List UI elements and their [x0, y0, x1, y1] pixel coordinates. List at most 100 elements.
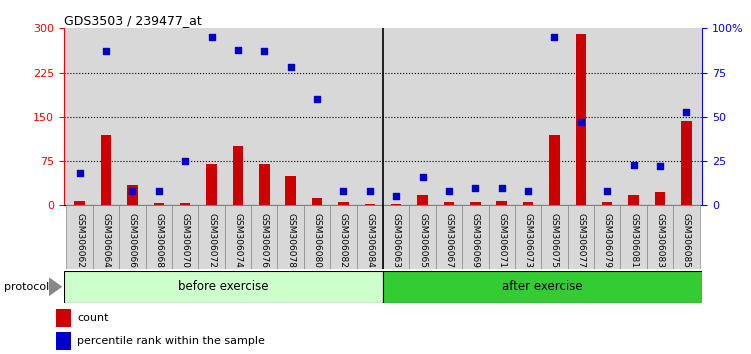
Bar [602, 202, 613, 205]
Bar [180, 203, 191, 205]
Point [602, 188, 614, 194]
Text: protocol: protocol [4, 282, 49, 292]
Text: GSM306081: GSM306081 [629, 213, 638, 268]
Text: GSM306077: GSM306077 [576, 213, 585, 268]
Bar [56, 332, 71, 350]
Text: GSM306067: GSM306067 [445, 213, 454, 268]
Bar [383, 205, 409, 269]
Text: GSM306062: GSM306062 [75, 213, 84, 268]
Point [443, 188, 455, 194]
Bar [681, 121, 692, 205]
Bar [418, 195, 428, 205]
Point [548, 34, 560, 40]
Bar [444, 202, 454, 205]
Point [232, 47, 244, 52]
Text: GSM306084: GSM306084 [365, 213, 374, 268]
Text: GSM306064: GSM306064 [101, 213, 110, 268]
Bar [549, 135, 559, 205]
Bar [127, 185, 137, 205]
Point [417, 174, 429, 180]
Bar [64, 271, 383, 303]
Text: GSM306068: GSM306068 [154, 213, 163, 268]
Point [522, 188, 534, 194]
Bar [515, 205, 541, 269]
Bar [568, 205, 594, 269]
Bar [436, 205, 462, 269]
Bar [655, 192, 665, 205]
Bar [153, 203, 164, 205]
Text: GSM306074: GSM306074 [234, 213, 243, 268]
Bar [620, 205, 647, 269]
Text: GSM306072: GSM306072 [207, 213, 216, 268]
Text: GSM306071: GSM306071 [497, 213, 506, 268]
Bar [462, 205, 488, 269]
Text: GSM306070: GSM306070 [181, 213, 190, 268]
Text: GSM306083: GSM306083 [656, 213, 665, 268]
Bar [285, 176, 296, 205]
Bar [594, 205, 620, 269]
Bar [312, 198, 322, 205]
Bar [259, 164, 270, 205]
Text: GSM306080: GSM306080 [312, 213, 321, 268]
Text: GSM306076: GSM306076 [260, 213, 269, 268]
Bar [629, 195, 639, 205]
Bar [172, 205, 198, 269]
Text: GSM306073: GSM306073 [523, 213, 532, 268]
Point [391, 194, 403, 199]
Text: count: count [77, 313, 108, 323]
Bar [391, 204, 402, 205]
Text: after exercise: after exercise [502, 280, 583, 293]
Text: GSM306075: GSM306075 [550, 213, 559, 268]
Text: GSM306066: GSM306066 [128, 213, 137, 268]
Bar [673, 205, 699, 269]
Bar [119, 205, 146, 269]
Text: GSM306069: GSM306069 [471, 213, 480, 268]
Bar [409, 205, 436, 269]
Bar [330, 205, 357, 269]
Text: percentile rank within the sample: percentile rank within the sample [77, 336, 265, 346]
Polygon shape [49, 277, 62, 296]
Text: GDS3503 / 239477_at: GDS3503 / 239477_at [64, 14, 201, 27]
Point [152, 188, 164, 194]
Bar [233, 146, 243, 205]
Bar [523, 202, 533, 205]
Text: GSM306079: GSM306079 [603, 213, 612, 268]
Text: before exercise: before exercise [178, 280, 269, 293]
Point [337, 188, 349, 194]
Bar [383, 271, 702, 303]
Bar [364, 204, 375, 205]
Bar [56, 309, 71, 327]
Bar [93, 205, 119, 269]
Point [363, 188, 376, 194]
Point [311, 96, 323, 102]
Bar [207, 164, 217, 205]
Point [469, 185, 481, 190]
Point [285, 64, 297, 70]
Point [74, 171, 86, 176]
Point [680, 109, 692, 114]
Point [100, 48, 112, 54]
Point [496, 185, 508, 190]
Bar [74, 201, 85, 205]
Bar [496, 201, 507, 205]
Text: GSM306065: GSM306065 [418, 213, 427, 268]
Text: GSM306063: GSM306063 [392, 213, 401, 268]
Bar [470, 202, 481, 205]
Point [654, 164, 666, 169]
Text: GSM306085: GSM306085 [682, 213, 691, 268]
Bar [278, 205, 304, 269]
Bar [647, 205, 673, 269]
Bar [575, 34, 586, 205]
Bar [357, 205, 383, 269]
Point [126, 188, 138, 194]
Point [258, 48, 270, 54]
Point [628, 162, 640, 167]
Bar [251, 205, 278, 269]
Point [206, 34, 218, 40]
Bar [146, 205, 172, 269]
Bar [338, 202, 348, 205]
Bar [67, 205, 93, 269]
Bar [225, 205, 251, 269]
Text: GSM306078: GSM306078 [286, 213, 295, 268]
Bar [304, 205, 330, 269]
